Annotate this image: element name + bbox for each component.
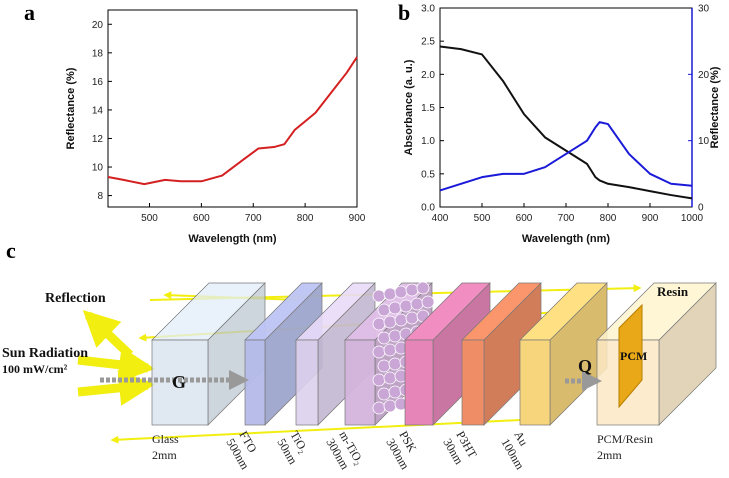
pcm-label: PCM [620, 349, 647, 363]
y-tick-label: 1.0 [421, 136, 435, 147]
y2-tick-label: 10 [698, 136, 710, 147]
y-axis-label: Reflectance (%) [65, 67, 77, 149]
x-tick-label: 700 [558, 213, 575, 224]
particle [388, 301, 402, 315]
y-tick-label: 0.0 [421, 203, 435, 214]
x-tick-label: 500 [141, 213, 158, 224]
x-tick-label: 1000 [681, 213, 704, 224]
particle [372, 345, 386, 359]
y-axis-label: Absorbance (a. u.) [403, 59, 415, 155]
particle [383, 287, 397, 301]
x-tick-label: 400 [432, 213, 449, 224]
panel-label: a [24, 0, 35, 25]
q-label: Q [578, 356, 592, 376]
particle [377, 387, 391, 401]
y-tick-label: 14 [92, 105, 104, 116]
x-tick-label: 800 [600, 213, 617, 224]
x-axis-label: Wavelength (nm) [522, 233, 611, 245]
x-tick-label: 900 [349, 213, 366, 224]
particle [394, 313, 408, 327]
y-tick-label: 20 [92, 20, 104, 31]
layer-name: Au [511, 429, 530, 449]
x-axis-label: Wavelength (nm) [188, 233, 277, 245]
particle [372, 317, 386, 331]
y-tick-label: 12 [92, 134, 104, 145]
data-line [439, 45, 693, 200]
y-tick-label: 8 [97, 191, 103, 202]
plot-frame [107, 9, 358, 208]
particle [383, 343, 397, 357]
layer-front [404, 339, 434, 426]
layer-front [519, 339, 551, 426]
y-tick-label: 16 [92, 77, 104, 88]
particle [394, 285, 408, 299]
x-tick-label: 600 [516, 213, 533, 224]
x-tick-label: 800 [297, 213, 314, 224]
particle [377, 331, 391, 345]
layer-front [295, 339, 319, 426]
layer-name: PCM/Resin [597, 432, 653, 446]
sun-label: Sun Radiation [2, 346, 88, 361]
particle [372, 289, 386, 303]
y2-tick-label: 30 [698, 4, 710, 15]
particle [388, 357, 402, 371]
y-tick-label: 1.5 [421, 103, 435, 114]
layer-front [244, 339, 266, 426]
x-tick-label: 500 [474, 213, 491, 224]
particle [416, 281, 430, 295]
y2-tick-label: 0 [698, 203, 704, 214]
data-line [107, 56, 358, 186]
plot-frame [439, 7, 693, 208]
layer-name: Glass [152, 432, 179, 446]
particle [372, 401, 386, 415]
x-tick-label: 700 [245, 213, 262, 224]
y-tick-label: 2.0 [421, 70, 435, 81]
particle [421, 295, 435, 309]
y-tick-label: 3.0 [421, 4, 435, 15]
y2-tick-label: 20 [698, 70, 710, 81]
particle [372, 373, 386, 387]
y-tick-label: 0.5 [421, 169, 435, 180]
pcm-block [618, 303, 643, 409]
layer-thickness: 2mm [152, 448, 177, 462]
panel-label: c [6, 238, 16, 263]
layer-thickness: 2mm [597, 448, 622, 462]
y-tick-label: 10 [92, 163, 104, 174]
y2-axis-label: Reflectance (%) [709, 66, 721, 148]
particle [405, 283, 419, 297]
particle [377, 303, 391, 317]
g-label: G [172, 372, 186, 392]
particle [377, 359, 391, 373]
y-tick-label: 18 [92, 48, 104, 59]
reflection-label: Reflection [45, 291, 106, 306]
x-tick-label: 600 [193, 213, 210, 224]
y-tick-label: 2.5 [421, 37, 435, 48]
particle [399, 299, 413, 313]
particle [410, 297, 424, 311]
particle [405, 311, 419, 325]
panel-label: b [398, 0, 410, 25]
particle [383, 315, 397, 329]
particle [388, 385, 402, 399]
layer-front [461, 339, 485, 426]
power-label: 100 mW/cm² [2, 362, 68, 376]
particle [383, 399, 397, 413]
resin-label: Resin [657, 284, 689, 299]
x-tick-label: 900 [642, 213, 659, 224]
particle [383, 371, 397, 385]
layer-front [344, 339, 376, 426]
data-line [439, 121, 693, 192]
diagram-arrows [100, 370, 602, 391]
particle [388, 329, 402, 343]
